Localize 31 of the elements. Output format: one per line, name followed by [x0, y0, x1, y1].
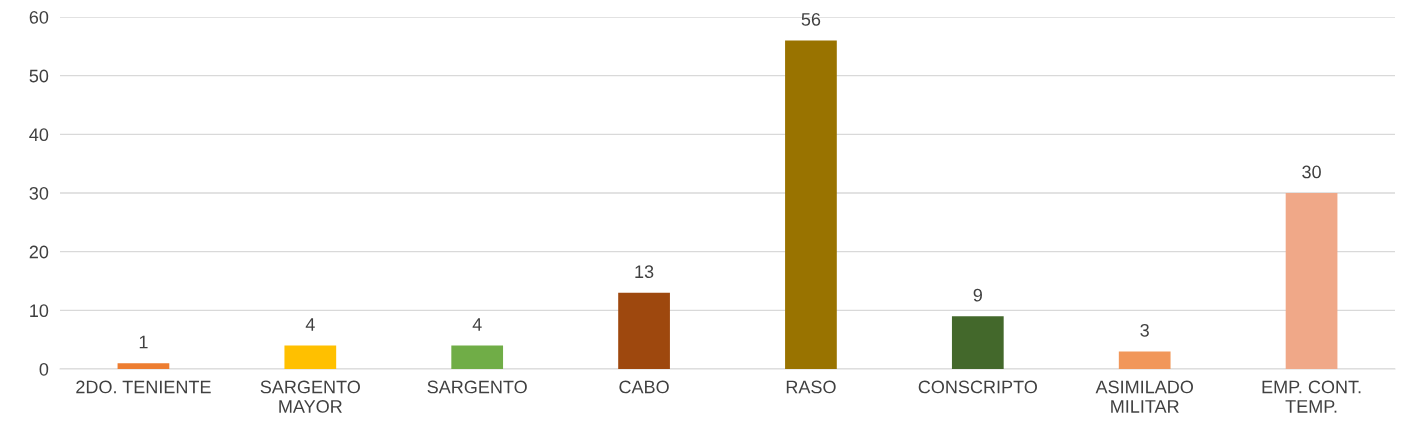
- y-tick-label: 40: [29, 128, 49, 142]
- data-label: 30: [1302, 165, 1321, 179]
- x-tick-label: SARGENTO: [427, 380, 527, 394]
- data-label: 13: [635, 265, 654, 279]
- bar: [451, 345, 504, 369]
- x-tick-label: CONSCRIPTO: [918, 380, 1037, 394]
- bar: [951, 316, 1004, 369]
- data-label: 1: [139, 335, 148, 349]
- data-label: 56: [801, 13, 821, 26]
- y-tick-label: 60: [29, 10, 49, 24]
- x-tick-label: EMP. CONT. TEMP.: [1262, 380, 1361, 413]
- x-tick-label: CABO: [619, 380, 669, 394]
- y-tick-label: 20: [29, 245, 49, 259]
- data-label: 4: [472, 318, 482, 331]
- x-tick-label: 2DO. TENIENTE: [76, 380, 211, 394]
- x-tick-label: RASO: [786, 380, 836, 394]
- bar: [117, 363, 170, 369]
- data-label: 9: [973, 288, 982, 302]
- bar: [284, 345, 337, 369]
- bar: [1285, 193, 1338, 369]
- bar: [618, 292, 670, 369]
- x-tick-label: ASIMILADO MILITAR: [1095, 380, 1193, 413]
- data-label: 4: [305, 318, 315, 331]
- y-tick-label: 30: [29, 186, 49, 200]
- y-tick-label: 10: [30, 304, 49, 318]
- data-label: 3: [1140, 323, 1149, 337]
- bar: [1118, 351, 1171, 369]
- x-tick-label: SARGENTO MAYOR: [260, 380, 360, 413]
- bar: [785, 40, 837, 369]
- y-tick-label: 0: [39, 362, 49, 376]
- y-tick-label: 50: [29, 69, 49, 83]
